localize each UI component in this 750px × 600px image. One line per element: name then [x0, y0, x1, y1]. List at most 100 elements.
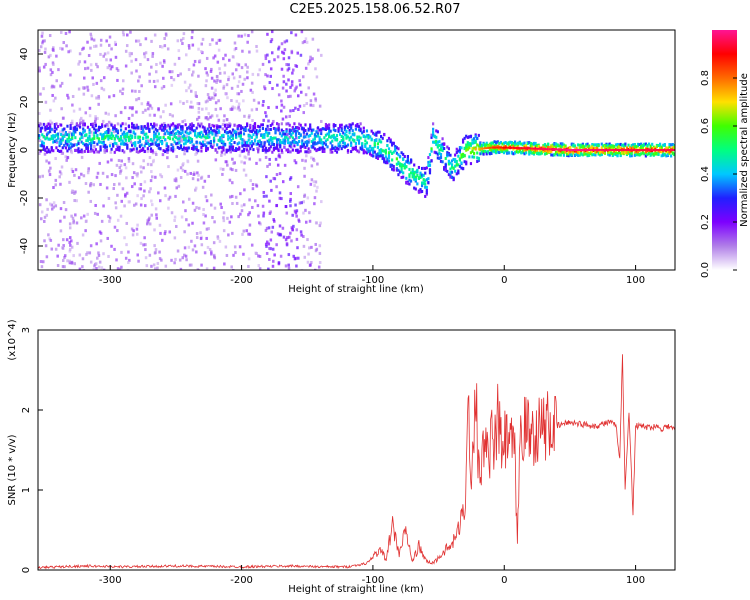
heatmap-cell	[553, 144, 556, 148]
heatmap-cell	[146, 135, 149, 139]
heatmap-cell	[589, 151, 592, 155]
heatmap-cell	[161, 64, 164, 68]
heatmap-cell	[484, 149, 487, 153]
heatmap-cell	[348, 123, 351, 127]
heatmap-cell	[422, 173, 425, 177]
heatmap-cell	[168, 70, 172, 74]
heatmap-cell	[622, 144, 625, 148]
heatmap-cell	[438, 140, 441, 144]
heatmap-cell	[402, 164, 405, 168]
heatmap-cell	[324, 139, 328, 143]
heatmap-cell	[348, 136, 351, 140]
heatmap-cell	[523, 144, 526, 148]
heatmap-cell	[373, 139, 376, 143]
heatmap-cell	[127, 124, 131, 128]
heatmap-cell	[655, 149, 659, 151]
heatmap-cell	[107, 214, 110, 218]
heatmap-cell	[204, 195, 208, 199]
heatmap-cell	[121, 122, 124, 126]
heatmap-cell	[559, 153, 562, 157]
heatmap-cell	[47, 150, 50, 154]
heatmap-cell	[257, 148, 260, 152]
heatmap-cell	[170, 143, 173, 147]
heatmap-cell	[302, 244, 306, 248]
heatmap-cell	[553, 142, 556, 146]
heatmap-cell	[75, 122, 79, 126]
heatmap-cell	[85, 146, 88, 150]
heatmap-cell	[74, 213, 77, 217]
heatmap-cell	[157, 143, 160, 147]
heatmap-cell	[277, 149, 280, 153]
heatmap-cell	[84, 111, 88, 115]
heatmap-cell	[255, 142, 258, 146]
heatmap-cell	[181, 125, 184, 129]
heatmap-cell	[292, 254, 295, 258]
heatmap-cell	[554, 142, 558, 146]
heatmap-cell	[197, 74, 200, 78]
heatmap-cell	[234, 195, 238, 199]
heatmap-cell	[419, 188, 422, 192]
heatmap-cell	[444, 166, 447, 170]
heatmap-cell	[155, 63, 158, 67]
heatmap-cell	[289, 231, 292, 235]
heatmap-cell	[77, 87, 81, 91]
heatmap-cell	[244, 144, 247, 148]
heatmap-cell	[465, 143, 468, 147]
heatmap-cell	[86, 171, 90, 175]
heatmap-cell	[521, 149, 525, 153]
heatmap-cell	[201, 143, 205, 147]
heatmap-cell	[225, 118, 229, 122]
heatmap-cell	[342, 135, 345, 139]
heatmap-cell	[655, 151, 659, 155]
heatmap-cell	[182, 142, 186, 146]
heatmap-cell	[342, 131, 345, 135]
heatmap-cell	[190, 137, 194, 141]
heatmap-cell	[68, 131, 71, 135]
heatmap-cell	[441, 160, 444, 164]
heatmap-cell	[290, 80, 294, 84]
heatmap-cell	[38, 124, 41, 128]
heatmap-cell	[237, 80, 241, 84]
heatmap-cell	[258, 140, 261, 144]
heatmap-cell	[42, 141, 45, 145]
heatmap-cell	[130, 71, 133, 75]
heatmap-cell	[304, 220, 308, 224]
heatmap-cell	[460, 166, 463, 170]
heatmap-cell	[106, 124, 110, 128]
heatmap-cell	[201, 37, 205, 41]
heatmap-cell	[458, 146, 462, 150]
heatmap-cell	[512, 145, 515, 149]
heatmap-cell	[624, 151, 627, 155]
heatmap-cell	[264, 54, 267, 58]
heatmap-cell	[472, 137, 476, 141]
heatmap-cell	[56, 136, 60, 140]
heatmap-cell	[452, 166, 455, 170]
heatmap-cell	[474, 134, 477, 138]
heatmap-cell	[65, 158, 68, 162]
heatmap-cell	[143, 125, 146, 129]
heatmap-cell	[610, 149, 613, 151]
heatmap-cell	[581, 153, 584, 157]
heatmap-cell	[140, 125, 143, 129]
heatmap-cell	[269, 210, 272, 214]
heatmap-cell	[176, 123, 179, 127]
heatmap-cell	[261, 204, 265, 208]
heatmap-cell	[495, 146, 498, 149]
heatmap-cell	[252, 98, 256, 102]
heatmap-cell	[619, 149, 622, 151]
heatmap-cell	[194, 132, 197, 136]
heatmap-cell	[343, 125, 346, 129]
heatmap-cell	[309, 123, 312, 127]
heatmap-cell	[62, 41, 65, 45]
heatmap-cell	[315, 134, 318, 138]
heatmap-cell	[245, 146, 248, 150]
heatmap-cell	[248, 50, 251, 54]
heatmap-cell	[113, 247, 116, 251]
heatmap-cell	[124, 122, 127, 126]
heatmap-cell	[239, 134, 242, 138]
heatmap-cell	[263, 135, 266, 139]
heatmap-cell	[123, 135, 126, 139]
heatmap-cell	[361, 147, 364, 151]
heatmap-cell	[662, 143, 665, 147]
heatmap-cell	[635, 146, 638, 150]
